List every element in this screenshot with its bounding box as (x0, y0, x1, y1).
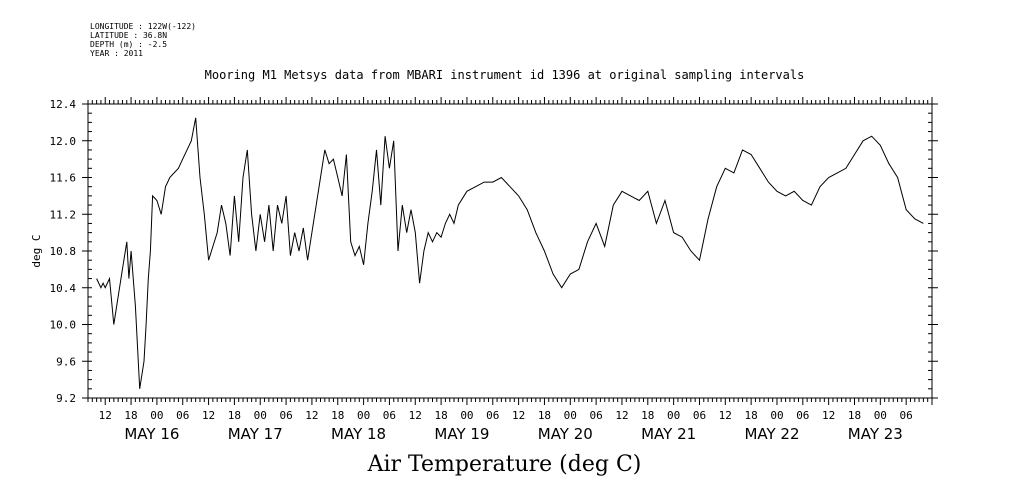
x-hour-label: 12 (409, 409, 422, 422)
chart-title: Mooring M1 Metsys data from MBARI instru… (204, 68, 805, 82)
year-text: YEAR : 2011 (90, 49, 143, 58)
plot-frame (87, 103, 933, 399)
y-axis: 9.2 9.6 10.0 10.4 10.8 11.2 11.6 12.0 12.4 (50, 98, 938, 405)
y-tick-label: 10.4 (50, 282, 77, 295)
y-tick-label: 10.0 (50, 319, 77, 332)
latitude-text: LATITUDE : 36.8N (90, 31, 168, 40)
x-axis: 12 18 00 06 12 18 00 06 12 18 00 06 12 18 00 06 12 18 00 06… (87, 97, 933, 443)
x-hour-label: 06 (176, 409, 189, 422)
x-hour-label: 00 (770, 409, 783, 422)
x-day-label: MAY 19 (434, 425, 489, 443)
x-hour-label: 00 (460, 409, 473, 422)
x-hour-label: 00 (564, 409, 577, 422)
x-hour-label: 18 (124, 409, 137, 422)
x-hour-label: 00 (254, 409, 267, 422)
x-hour-label: 18 (331, 409, 344, 422)
longitude-text: LONGITUDE : 122W(-122) (90, 22, 196, 31)
x-hour-label: 06 (796, 409, 809, 422)
temperature-line (96, 117, 924, 389)
x-hour-label: 00 (874, 409, 887, 422)
x-hour-label: 06 (486, 409, 499, 422)
y-tick-label: 11.2 (50, 208, 77, 221)
y-tick-label: 12.0 (50, 135, 77, 148)
x-hour-label: 12 (615, 409, 628, 422)
metadata-block: LONGITUDE : 122W(-122) LATITUDE : 36.8N … (90, 22, 196, 58)
x-day-label: MAY 22 (744, 425, 799, 443)
x-day-label: MAY 18 (331, 425, 386, 443)
x-hour-label: 00 (667, 409, 680, 422)
y-tick-label: 11.6 (50, 172, 77, 185)
x-hour-label: 00 (150, 409, 163, 422)
y-tick-label: 12.4 (50, 98, 77, 111)
x-day-label: MAY 23 (848, 425, 903, 443)
depth-text: DEPTH (m) : -2.5 (90, 40, 168, 49)
x-day-label: MAY 16 (124, 425, 179, 443)
x-hour-label: 06 (279, 409, 292, 422)
y-axis-label: deg C (30, 234, 43, 267)
x-hour-label: 12 (202, 409, 215, 422)
x-hour-label: 12 (512, 409, 525, 422)
y-tick-label: 10.8 (50, 245, 77, 258)
y-tick-label: 9.2 (56, 392, 76, 405)
x-hour-label: 06 (589, 409, 602, 422)
x-hour-label: 12 (822, 409, 835, 422)
x-hour-label: 18 (641, 409, 654, 422)
x-hour-label: 18 (745, 409, 758, 422)
x-hour-label: 12 (99, 409, 112, 422)
x-hour-label: 12 (719, 409, 732, 422)
x-hour-label: 00 (357, 409, 370, 422)
x-hour-label: 18 (228, 409, 241, 422)
x-day-label: MAY 21 (641, 425, 696, 443)
x-hour-label: 18 (538, 409, 551, 422)
x-axis-label: Air Temperature (deg C) (367, 452, 642, 477)
x-hour-label: 06 (383, 409, 396, 422)
x-hour-label: 06 (693, 409, 706, 422)
x-hour-label: 18 (848, 409, 861, 422)
x-hour-label: 06 (900, 409, 913, 422)
x-hour-label: 18 (434, 409, 447, 422)
x-day-label: MAY 20 (538, 425, 593, 443)
x-hour-label: 12 (305, 409, 318, 422)
y-tick-label: 9.6 (56, 355, 76, 368)
x-day-label: MAY 17 (228, 425, 283, 443)
